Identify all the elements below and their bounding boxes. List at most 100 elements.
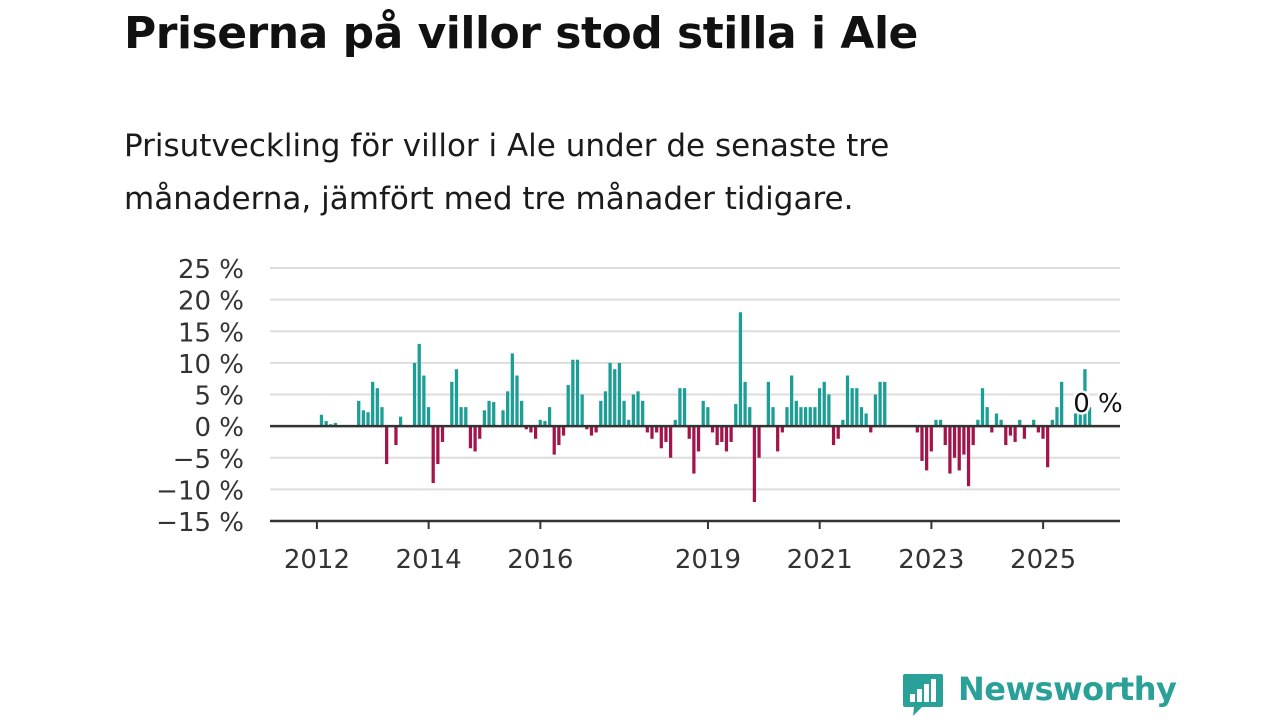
bar — [971, 426, 975, 446]
bar — [966, 426, 971, 487]
bar — [710, 426, 715, 433]
bar — [1078, 413, 1082, 427]
bar — [720, 426, 724, 442]
x-tick-label: 2014 — [396, 545, 462, 575]
bar — [482, 410, 487, 427]
x-tick-label: 2019 — [675, 545, 741, 575]
x-tick-label: 2025 — [1010, 545, 1076, 575]
bar — [715, 426, 719, 446]
bar — [957, 426, 961, 471]
bar — [520, 400, 524, 427]
bar — [813, 407, 817, 427]
bar — [1032, 419, 1036, 427]
x-tick-label: 2012 — [284, 545, 350, 575]
bar — [603, 391, 608, 427]
bar — [790, 375, 794, 427]
bar — [850, 388, 854, 427]
bar — [1060, 381, 1064, 427]
y-tick-label: 5 % — [194, 382, 244, 412]
logo-text: Newsworthy — [958, 670, 1177, 708]
bar — [883, 381, 887, 427]
y-tick-label: 25 % — [178, 255, 244, 285]
newsworthy-logo: Newsworthy — [902, 670, 1177, 718]
bar — [757, 426, 761, 458]
bar — [836, 426, 840, 439]
bar — [962, 426, 966, 455]
bar — [785, 407, 789, 427]
bar — [650, 426, 654, 439]
bar — [385, 426, 389, 465]
bar — [748, 407, 752, 427]
bar — [952, 426, 957, 458]
bar — [501, 410, 505, 427]
bar — [319, 414, 324, 427]
bar — [515, 375, 519, 427]
bar — [920, 426, 924, 461]
bar — [361, 410, 365, 427]
bar — [464, 407, 468, 427]
bar — [492, 402, 496, 427]
bar — [743, 381, 747, 427]
bar — [487, 400, 491, 427]
bar — [436, 426, 440, 465]
bar — [366, 412, 370, 427]
bar — [878, 381, 882, 427]
bar — [412, 362, 417, 427]
newsworthy-chart-bubble-icon — [903, 674, 943, 716]
y-tick-label: 10 % — [178, 350, 244, 380]
bar — [738, 312, 743, 427]
bar — [673, 419, 677, 427]
bar — [380, 407, 384, 427]
x-tick-label: 2023 — [898, 545, 964, 575]
bar — [869, 426, 873, 433]
bar — [776, 426, 780, 452]
bar — [780, 426, 784, 433]
bar — [375, 388, 379, 427]
y-tick-label: 0 % — [194, 413, 244, 443]
bar — [478, 426, 482, 439]
bar — [668, 426, 673, 458]
bar — [1055, 407, 1059, 427]
bar — [594, 426, 598, 433]
bar — [682, 388, 687, 427]
bar — [827, 394, 831, 427]
bar — [990, 426, 994, 433]
bar — [655, 426, 659, 433]
bar — [1013, 426, 1017, 442]
bar — [659, 426, 663, 449]
bar — [724, 426, 729, 452]
bar — [510, 353, 514, 427]
x-tick-label: 2016 — [507, 545, 573, 575]
bar — [696, 426, 701, 452]
last-value-label: 0 % — [1073, 389, 1123, 419]
bar — [585, 426, 589, 430]
bar — [822, 381, 826, 427]
bar — [925, 426, 929, 471]
bar — [622, 400, 626, 427]
bar — [533, 426, 538, 439]
bar — [473, 426, 477, 452]
bar — [734, 403, 738, 427]
bar — [938, 419, 943, 427]
bar — [1004, 426, 1008, 446]
bar — [468, 426, 473, 449]
bar — [831, 426, 836, 446]
bar — [980, 388, 985, 427]
bar — [794, 400, 798, 427]
bar — [771, 407, 775, 427]
bar — [692, 426, 696, 474]
bar — [426, 407, 431, 427]
bar — [841, 419, 845, 427]
bar — [459, 407, 463, 427]
bar — [422, 375, 426, 427]
bar — [641, 400, 645, 427]
bar — [440, 426, 445, 442]
bar — [431, 426, 435, 484]
bar — [1036, 426, 1040, 433]
bar — [1087, 407, 1092, 427]
bar — [929, 426, 933, 452]
bar — [524, 426, 528, 430]
bar — [799, 407, 803, 427]
bar — [948, 426, 952, 474]
bar — [357, 400, 361, 427]
